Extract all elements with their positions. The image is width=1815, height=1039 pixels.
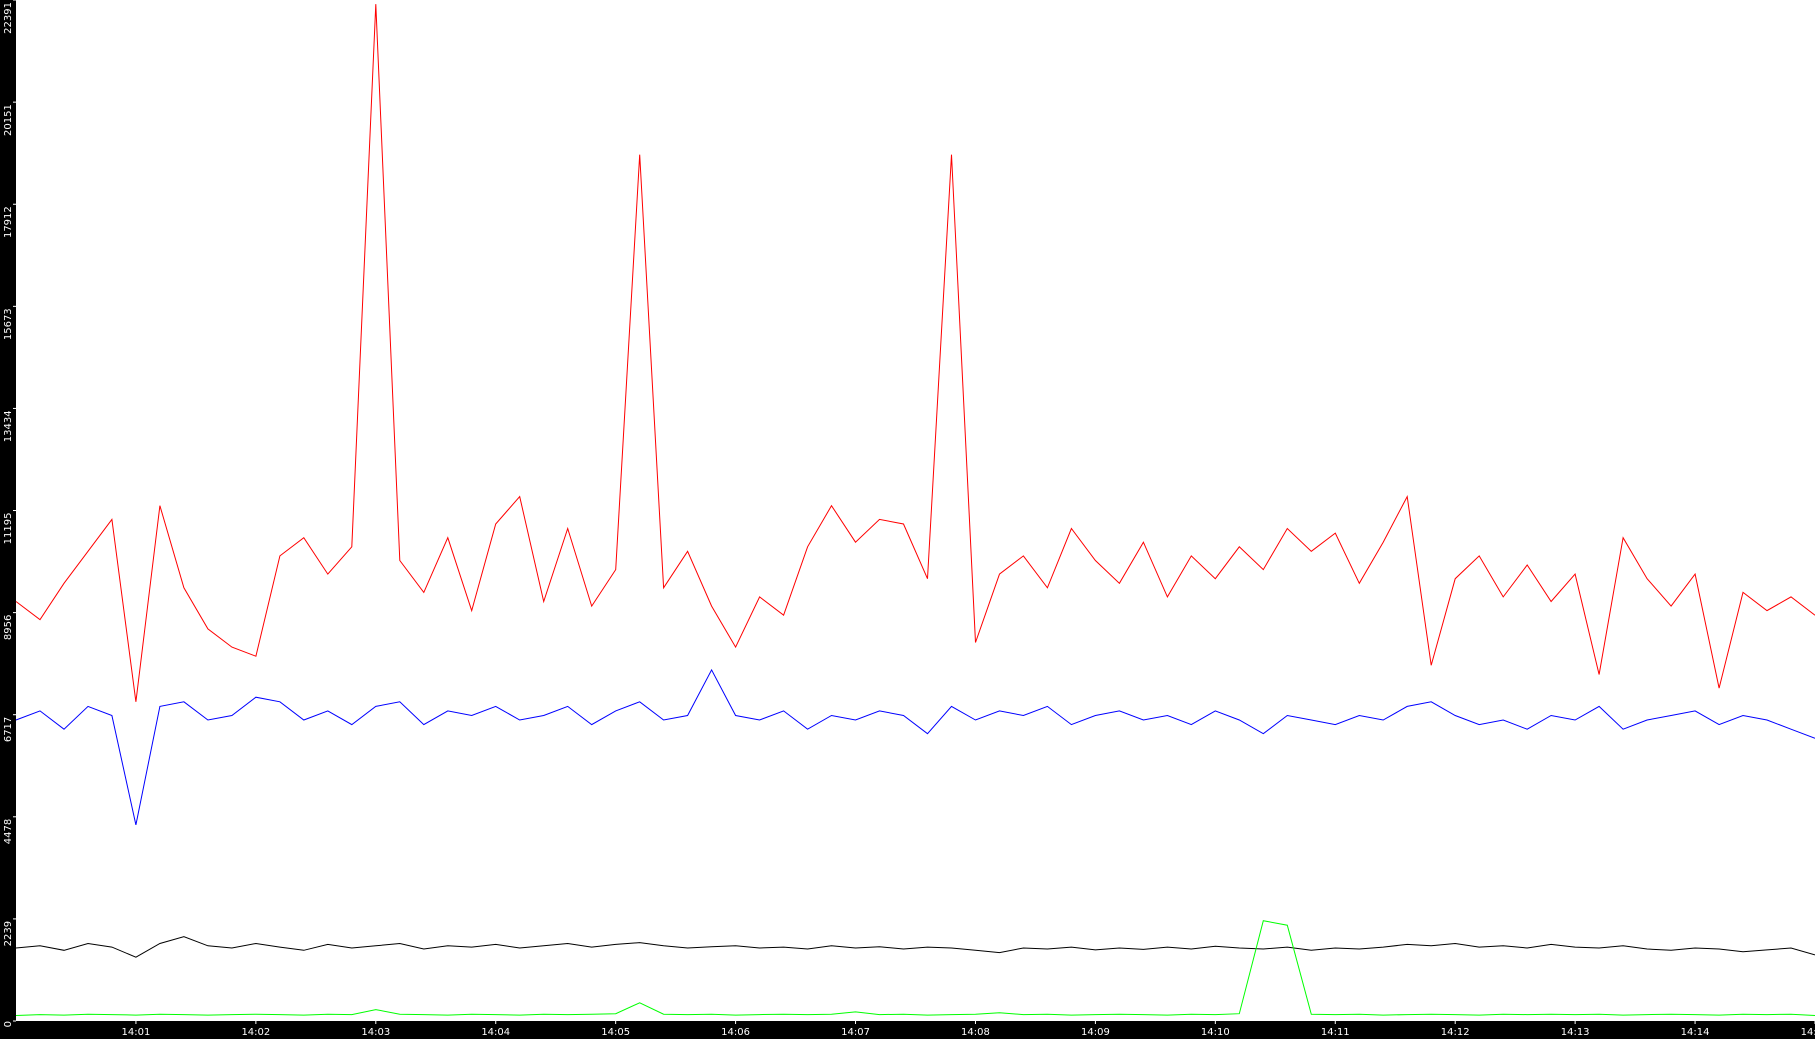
x-tick-label: 14:14 (1681, 1027, 1710, 1038)
x-tick-label: 14:04 (481, 1027, 510, 1038)
x-tick-label: 14:08 (961, 1027, 990, 1038)
y-tick-label: 13434 (3, 410, 14, 442)
x-tick-label: 14:05 (601, 1027, 630, 1038)
y-tick-label: 2239 (3, 921, 14, 946)
y-tick-label: 6717 (3, 717, 14, 742)
x-tick-label: 14:11 (1321, 1027, 1350, 1038)
x-tick-label: 14:01 (122, 1027, 151, 1038)
y-tick-label: 4478 (3, 819, 14, 844)
y-tick-label: 20151 (3, 104, 14, 136)
y-axis-band (0, 0, 16, 1039)
x-axis-band (0, 1021, 1815, 1039)
x-tick-label: 14:09 (1081, 1027, 1110, 1038)
y-tick-label: 0 (3, 1021, 14, 1027)
y-tick-label: 8956 (3, 615, 14, 640)
y-tick-label: 11195 (3, 513, 14, 545)
series-line (15, 920, 1815, 1016)
x-tick-label: 14:02 (241, 1027, 270, 1038)
series-line (15, 668, 1815, 826)
y-tick-label: 15673 (3, 308, 14, 340)
x-tick-label: 14:13 (1561, 1027, 1590, 1038)
x-tick-label: 14:15 (1801, 1027, 1815, 1038)
x-tick-label: 14:06 (721, 1027, 750, 1038)
series-line (15, 4, 1815, 702)
y-tick-label: 22391 (3, 2, 14, 34)
x-tick-label: 14:03 (361, 1027, 390, 1038)
x-tick-label: 14:10 (1201, 1027, 1230, 1038)
series-line (15, 936, 1815, 958)
x-tick-label: 14:12 (1441, 1027, 1470, 1038)
x-tick-label: 14:07 (841, 1027, 870, 1038)
y-tick-label: 17912 (3, 206, 14, 238)
